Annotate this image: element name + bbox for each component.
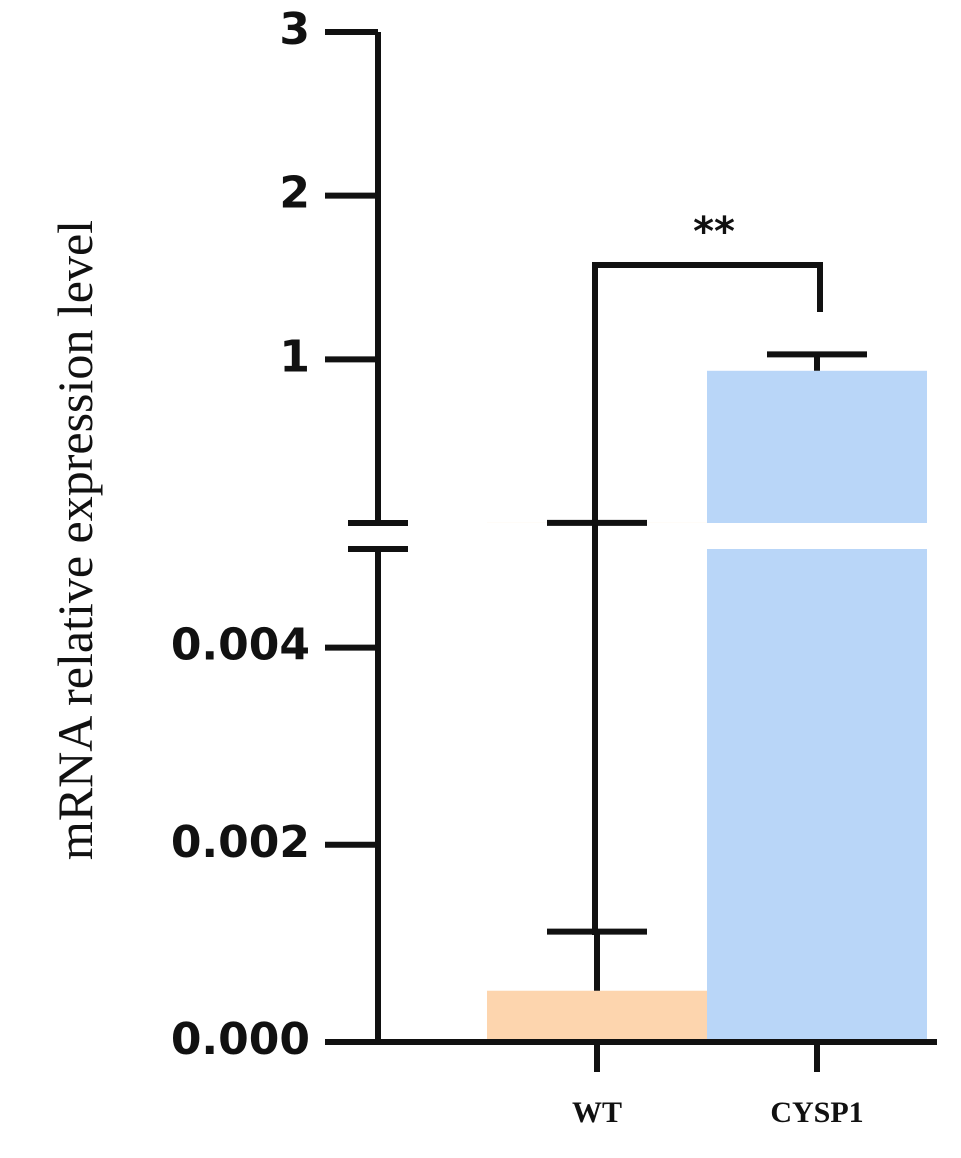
y-tick-label: 2: [279, 168, 310, 219]
significance-bracket: [592, 262, 823, 935]
y-tick-label: 1: [279, 331, 310, 382]
error-bar: [767, 351, 867, 371]
y-tick-label: 0.004: [171, 620, 310, 671]
bar: [707, 549, 927, 1042]
bar: [707, 370, 927, 523]
error-bar: [547, 928, 647, 991]
x-tick-label: WT: [572, 1096, 622, 1129]
y-tick-label: 0.000: [171, 1014, 310, 1065]
y-axis-label: mRNA relative expression level: [47, 220, 103, 860]
y-tick-label: 3: [279, 4, 310, 55]
y-tick-label: 0.002: [171, 817, 310, 868]
x-tick-label: CYSP1: [770, 1096, 863, 1129]
significance-label: **: [693, 209, 735, 255]
bar: [487, 990, 707, 1042]
